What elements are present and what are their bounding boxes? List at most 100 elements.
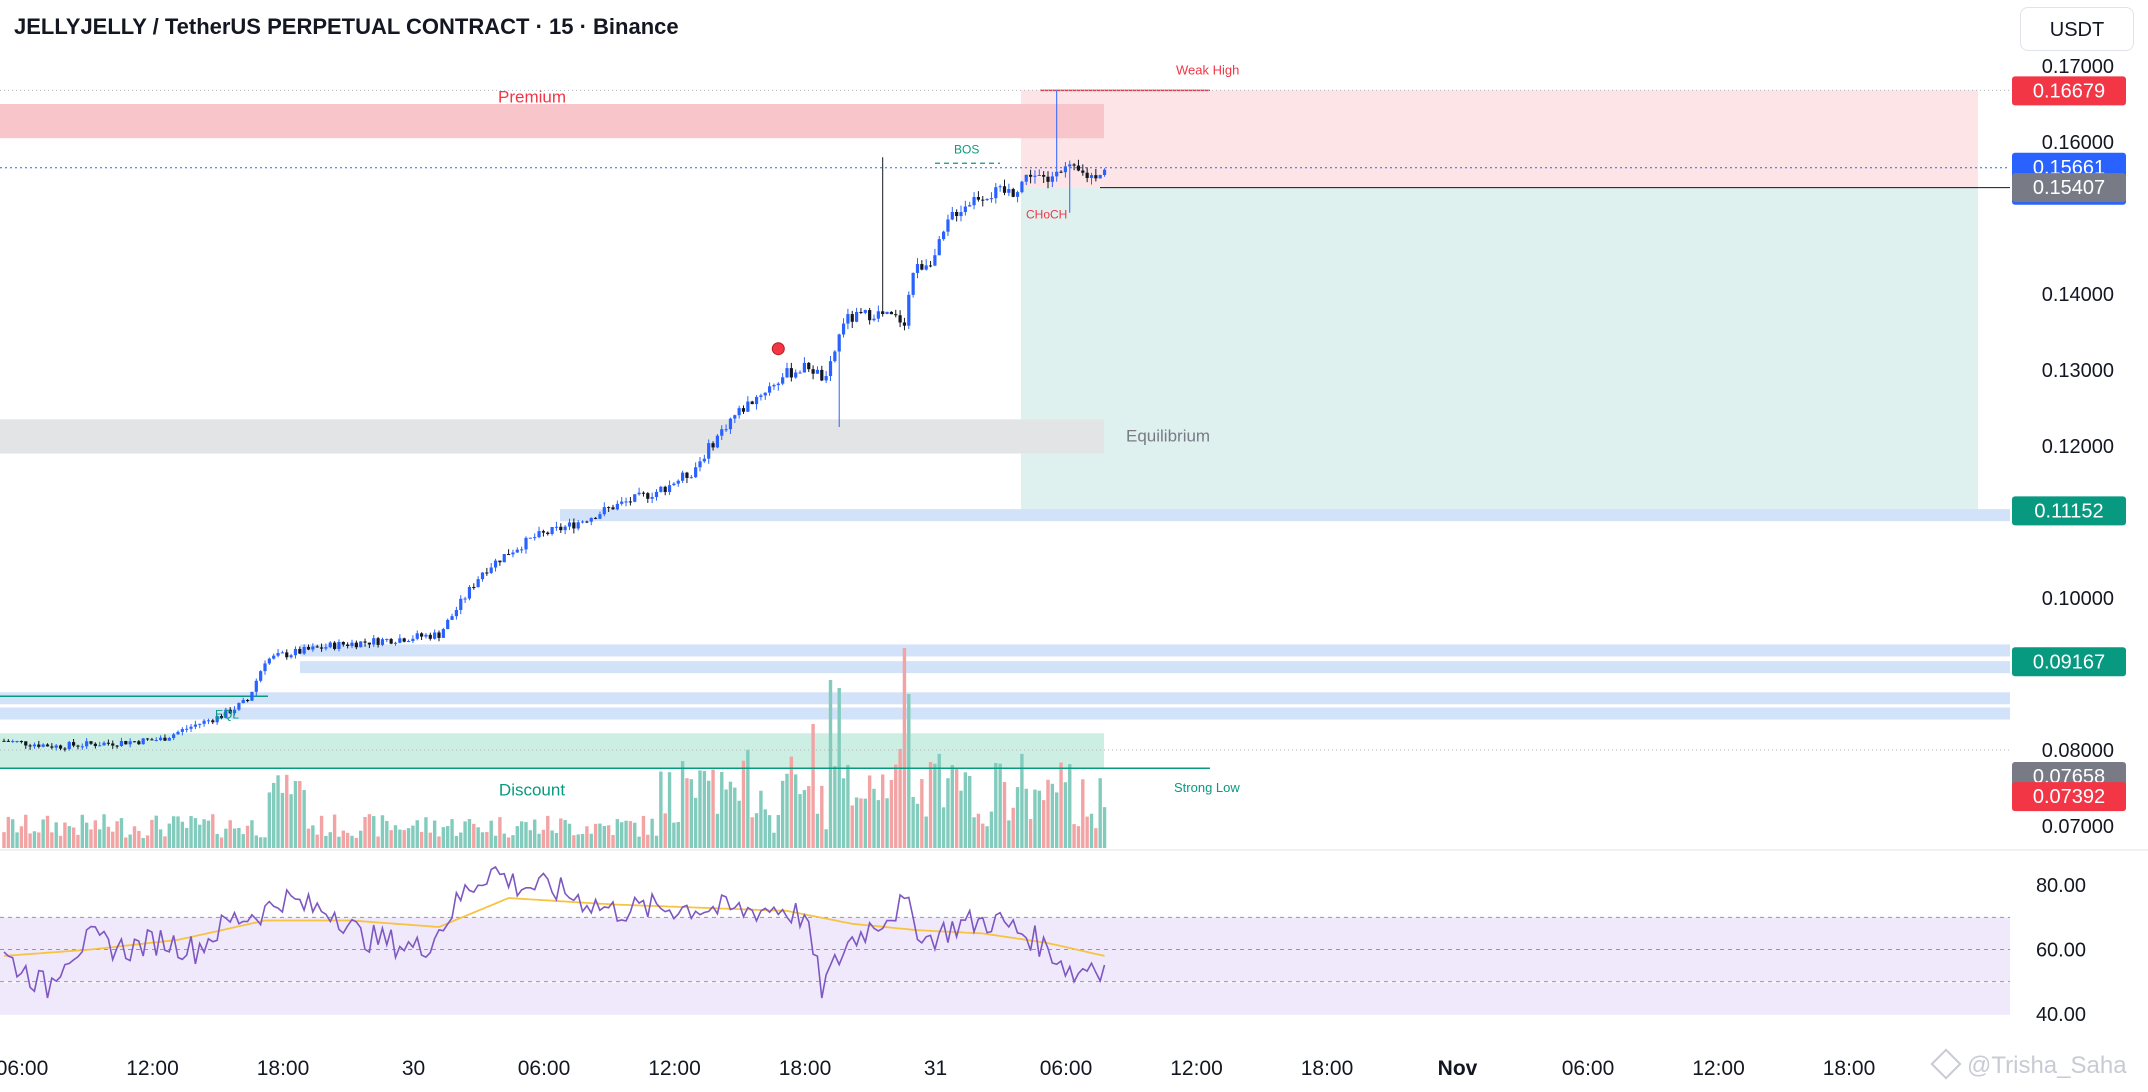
candle-body xyxy=(285,652,289,658)
candle-body xyxy=(833,351,837,362)
premium-label: Premium xyxy=(498,87,566,106)
candle-body xyxy=(1029,174,1033,177)
candle-body xyxy=(311,646,315,650)
candle-body xyxy=(824,376,828,381)
volume-bar xyxy=(359,830,363,848)
time-tick: 12:00 xyxy=(126,1057,179,1080)
candle-body xyxy=(928,265,933,267)
candle-body xyxy=(911,272,915,295)
volume-bar xyxy=(211,814,215,848)
volume-bar xyxy=(1059,762,1063,848)
candle-body xyxy=(685,472,689,478)
candle-body xyxy=(881,311,885,315)
volume-bar xyxy=(298,780,302,848)
candle-body xyxy=(415,633,419,639)
candle-body xyxy=(520,549,524,551)
eql-label: EQL xyxy=(215,707,239,721)
strong-low-label: Strong Low xyxy=(1174,780,1240,795)
candle-body xyxy=(6,740,10,742)
volume-bar xyxy=(367,814,372,848)
candle-body xyxy=(106,742,110,744)
volume-bar xyxy=(454,835,459,848)
time-axis[interactable]: 06:00 12:00 18:00 30 06:00 12:00 18:00 31 06:00 1… xyxy=(0,1057,1875,1080)
volume-bar xyxy=(28,833,32,848)
volume-bar xyxy=(406,828,411,848)
candle-body xyxy=(428,634,432,639)
candle-body xyxy=(528,537,532,539)
volume-bar xyxy=(285,774,289,848)
candle-body xyxy=(711,443,715,448)
candle-body xyxy=(259,671,263,681)
volume-bar xyxy=(154,815,158,848)
volume-bar xyxy=(124,837,128,848)
volume-bar xyxy=(702,771,707,848)
liquidity-band xyxy=(300,661,2010,674)
volume-bar xyxy=(1085,816,1089,848)
candle-body xyxy=(19,741,23,743)
candle-body xyxy=(846,314,850,324)
candle-body xyxy=(328,642,332,648)
candle-body xyxy=(350,642,354,646)
volume-bar xyxy=(54,822,58,848)
currency-button[interactable]: USDT xyxy=(2020,7,2134,51)
price-tick: 0.13000 xyxy=(2042,360,2114,382)
volume-bar xyxy=(380,815,385,848)
equilibrium-label: Equilibrium xyxy=(1126,427,1210,446)
rsi-ma-line xyxy=(3,897,1105,957)
candle-body xyxy=(337,641,341,649)
volume-bar xyxy=(476,827,480,848)
volume-bar xyxy=(289,794,293,848)
volume-bar xyxy=(111,831,115,848)
volume-bar xyxy=(315,834,319,848)
rsi-band xyxy=(0,917,2010,982)
candle-body xyxy=(163,737,167,741)
volume-bar xyxy=(698,770,702,848)
volume-bar xyxy=(437,836,441,848)
volume-bar xyxy=(624,820,628,848)
volume-bar xyxy=(459,832,463,848)
symbol-title[interactable]: JELLYJELLY / TetherUS PERPETUAL CONTRACT… xyxy=(14,14,679,39)
volume-bar xyxy=(820,785,824,848)
candle-body xyxy=(472,586,476,588)
candle-body xyxy=(58,745,63,749)
candle-body xyxy=(37,744,41,747)
volume-bar xyxy=(128,834,132,848)
candle-body xyxy=(293,648,298,656)
volume-bar xyxy=(337,836,341,848)
volume-bar xyxy=(780,780,785,848)
volume-bar xyxy=(258,837,263,848)
candle-body xyxy=(154,740,158,742)
candle-body xyxy=(145,738,150,740)
volume-bar xyxy=(1050,783,1055,848)
volume-bar xyxy=(763,809,767,848)
volume-bar xyxy=(332,814,337,848)
candle-body xyxy=(533,537,537,539)
volume-bar xyxy=(737,800,741,848)
candle-body xyxy=(1033,175,1037,177)
volume-bar xyxy=(498,817,502,848)
candle-body xyxy=(576,522,580,529)
candle-body xyxy=(850,314,854,322)
volume-bar xyxy=(954,767,959,848)
volume-bar xyxy=(580,834,585,848)
price-axis[interactable]: 0.17000 0.16000 0.14000 0.13000 0.12000 0.100… xyxy=(2012,56,2126,1026)
volume-bar xyxy=(902,648,907,848)
volume-bar xyxy=(798,794,802,848)
price-tick: 0.08000 xyxy=(2042,740,2114,762)
candle-body xyxy=(467,586,472,599)
volume-bar xyxy=(1015,787,1020,848)
candle-body xyxy=(507,554,511,556)
volume-bar xyxy=(559,818,563,848)
volume-bar xyxy=(824,829,828,848)
volume-bar xyxy=(646,834,650,848)
volume-bar xyxy=(167,823,171,848)
volume-bar xyxy=(585,826,589,848)
candle-body xyxy=(263,663,267,672)
candle-body xyxy=(402,638,406,642)
candle-body xyxy=(737,408,741,416)
volume-bar xyxy=(141,837,145,848)
equilibrium-zone xyxy=(0,419,1104,454)
candle-body xyxy=(1068,164,1072,167)
volume-bar xyxy=(198,824,202,848)
